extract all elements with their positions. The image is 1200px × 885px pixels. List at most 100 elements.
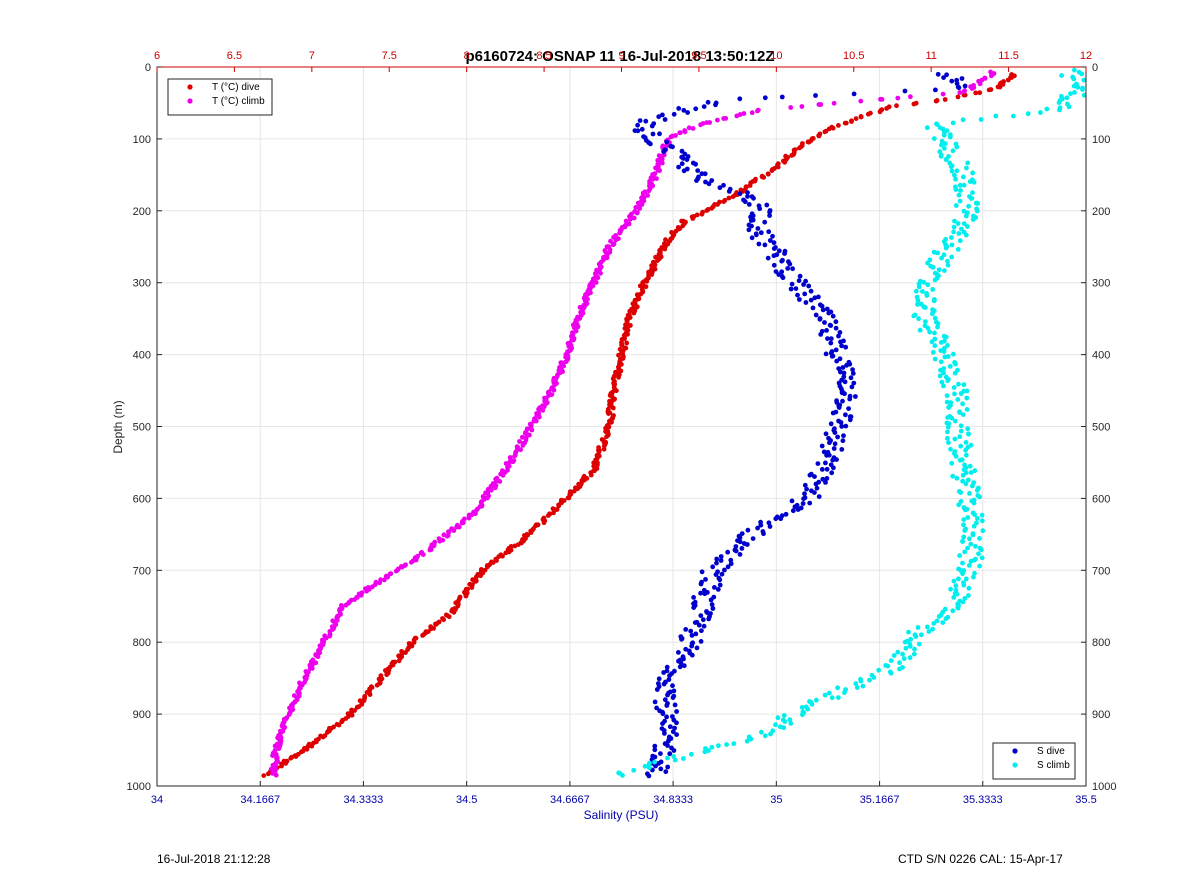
data-point: [766, 229, 772, 235]
data-point: [961, 522, 966, 528]
data-point: [1072, 90, 1077, 95]
data-point: [923, 319, 928, 324]
data-points: [261, 67, 1087, 779]
data-point: [779, 94, 785, 100]
data-point: [974, 487, 980, 493]
data-point: [963, 232, 969, 238]
data-point: [336, 722, 342, 728]
data-point: [789, 153, 795, 158]
data-point: [706, 181, 712, 187]
data-point: [840, 398, 845, 404]
data-point: [676, 164, 681, 170]
data-point: [936, 267, 942, 273]
data-point: [700, 617, 706, 623]
data-point: [778, 516, 784, 522]
footer-instrument: CTD S/N 0226 CAL: 15-Apr-17: [898, 852, 1063, 866]
data-point: [556, 503, 562, 509]
data-point: [670, 683, 675, 689]
data-point: [652, 743, 658, 749]
data-point: [897, 666, 902, 672]
data-point: [829, 470, 835, 476]
legend-label: T (°C) climb: [212, 96, 265, 107]
data-point: [920, 289, 925, 294]
data-point: [765, 255, 771, 261]
data-point: [935, 250, 941, 256]
data-point: [908, 94, 913, 100]
data-point: [917, 327, 923, 333]
y-tick-label-right: 900: [1092, 709, 1110, 721]
data-point: [631, 215, 637, 221]
data-point: [608, 238, 613, 244]
data-point: [764, 202, 770, 208]
data-point: [963, 440, 969, 445]
data-point: [635, 122, 640, 128]
data-point: [958, 428, 964, 434]
data-point: [833, 325, 839, 331]
data-point: [662, 246, 668, 252]
data-point: [957, 182, 963, 188]
data-point: [672, 702, 678, 708]
data-point: [951, 224, 957, 230]
data-point: [739, 546, 745, 551]
data-point: [681, 756, 686, 761]
data-point: [747, 183, 753, 188]
y-tick-label: 100: [133, 134, 151, 146]
data-point: [1056, 100, 1062, 105]
data-point: [473, 579, 478, 584]
data-point: [802, 482, 808, 488]
data-point: [951, 385, 957, 390]
data-point: [927, 329, 933, 335]
data-point: [823, 128, 829, 134]
data-point: [739, 531, 745, 536]
data-point: [681, 168, 687, 174]
data-point: [911, 651, 917, 657]
data-point: [714, 560, 719, 566]
data-point: [762, 242, 768, 248]
y-tick-label-right: 400: [1092, 350, 1110, 362]
data-point: [931, 136, 937, 142]
data-point: [771, 246, 777, 252]
data-point: [902, 639, 908, 645]
data-point: [646, 765, 652, 771]
data-point: [952, 391, 957, 397]
data-point: [977, 563, 982, 569]
data-point: [782, 159, 788, 165]
data-point: [661, 681, 667, 687]
data-point: [657, 131, 662, 137]
data-point: [925, 260, 930, 266]
data-point: [728, 561, 734, 567]
data-point: [478, 573, 483, 579]
data-point: [646, 773, 652, 779]
legend-label: S climb: [1037, 760, 1070, 771]
data-point: [288, 755, 294, 761]
data-point: [1081, 77, 1087, 83]
data-point: [850, 367, 855, 372]
data-point: [699, 211, 705, 217]
data-point: [975, 516, 980, 521]
data-point: [853, 681, 859, 687]
data-point: [762, 95, 768, 101]
data-point: [945, 258, 950, 264]
data-point: [787, 261, 793, 267]
data-point: [945, 343, 950, 348]
series-t-c-climb: [268, 69, 997, 778]
data-point: [588, 472, 594, 478]
data-point: [960, 412, 966, 417]
x-top-tick-label: 9.5: [691, 50, 706, 62]
data-point: [850, 371, 856, 376]
data-point: [841, 433, 846, 439]
y-tick-label-right: 700: [1092, 565, 1110, 577]
legend-label: S dive: [1037, 746, 1065, 757]
data-point: [841, 370, 847, 376]
data-point: [575, 486, 580, 492]
data-point: [385, 574, 390, 580]
y-tick-label: 700: [133, 565, 151, 577]
data-point: [838, 339, 843, 345]
data-point: [636, 296, 642, 302]
data-point: [667, 673, 672, 679]
data-point: [399, 564, 405, 570]
y-tick-label-right: 300: [1092, 278, 1110, 290]
data-point: [931, 298, 937, 304]
data-point: [964, 407, 970, 412]
data-point: [960, 539, 965, 544]
